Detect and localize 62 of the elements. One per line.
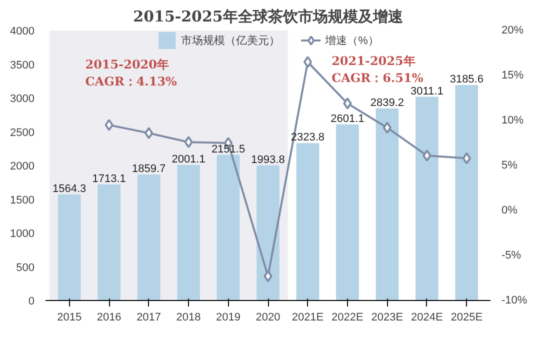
annotation: 2021-2025年 CAGR：6.51%: [332, 54, 424, 85]
bar: [256, 165, 280, 300]
annotation: 2015-2020年 CAGR：4.13%: [85, 58, 178, 88]
bar: [455, 84, 478, 300]
bar: [216, 154, 240, 300]
y2-tick-label: -10%: [502, 294, 528, 306]
y2-tick-label: 20%: [502, 24, 524, 36]
y-tick-label: 4000: [10, 26, 35, 38]
x-tick-label: 2020: [256, 312, 280, 324]
y2-tick-label: 15%: [502, 70, 524, 82]
x-tick-label: 2016: [96, 312, 122, 324]
point: [382, 122, 392, 134]
y-tick-label: 3000: [10, 93, 35, 105]
point: [343, 97, 352, 110]
x-tick-label: 2015: [57, 312, 82, 324]
x-tick-label: 2017: [136, 312, 162, 324]
data-label: 2601.1: [330, 112, 364, 125]
y-tick-label: 500: [16, 262, 35, 274]
y2-tick-label: 10%: [502, 114, 524, 126]
y2-tick-label: 5%: [502, 160, 518, 172]
point: [104, 119, 114, 131]
chart-title: 2015-2025年全球茶饮市场规模及增速: [133, 8, 404, 26]
y-tick-label: 2500: [10, 126, 35, 139]
x-tick-label: 2024E: [411, 312, 443, 324]
x-tick-label: 2025E: [450, 312, 483, 324]
y2-tick-label: 0%: [502, 204, 518, 216]
bar: [336, 124, 359, 300]
point: [184, 136, 193, 148]
x-tick-label: 2018: [176, 312, 201, 324]
data-label: 3011.1: [410, 85, 444, 98]
point: [303, 56, 312, 68]
x-tick-label: 2021E: [292, 312, 324, 324]
bar: [98, 184, 120, 300]
data-label: 1859.7: [132, 162, 166, 175]
data-label: 1564.3: [52, 182, 86, 195]
y2-tick-label: -5%: [502, 250, 522, 262]
y-tick-label: 2000: [10, 160, 35, 172]
bar: [376, 108, 399, 300]
data-label: 2839.2: [370, 96, 404, 109]
bar: [58, 194, 81, 300]
data-label: 2001.1: [172, 153, 206, 166]
point: [462, 152, 471, 164]
data-label: 2151.5: [211, 143, 246, 156]
x-tick-label: 2022E: [332, 312, 364, 324]
y-tick-label: 0: [28, 296, 35, 308]
point: [264, 270, 272, 282]
x-tick-label: 2023E: [371, 312, 404, 324]
data-label: 3185.6: [450, 73, 484, 86]
bar: [177, 164, 200, 300]
bar: [296, 143, 320, 300]
y-tick-label: 1000: [10, 228, 35, 240]
y-tick-label: 1500: [10, 194, 35, 206]
bar: [137, 174, 160, 300]
y-tick-label: 3500: [10, 59, 35, 72]
point: [422, 150, 432, 162]
legend-label: 增速（%）: [325, 34, 379, 48]
bar: [416, 96, 438, 300]
x-tick-label: 2019: [216, 312, 241, 324]
point: [144, 127, 154, 140]
legend-label: 市场规模（亿美元）: [181, 34, 280, 48]
data-label: 1993.8: [251, 154, 285, 166]
data-label: 1713.1: [92, 172, 126, 185]
